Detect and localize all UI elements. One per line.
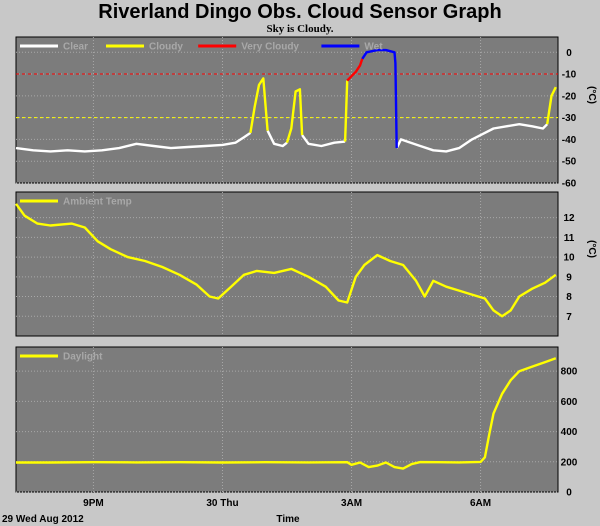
series-line-clear bbox=[266, 130, 288, 148]
series-line-clear bbox=[15, 131, 252, 153]
y-tick-label: 11 bbox=[564, 233, 575, 244]
y-tick-label: 600 bbox=[561, 397, 578, 408]
y-tick-label: 10 bbox=[563, 253, 575, 264]
legend-item: Clear bbox=[20, 42, 88, 53]
y-tick-label: 0 bbox=[566, 48, 572, 59]
x-tick-label: 9PM bbox=[83, 498, 104, 509]
series-line-clear bbox=[301, 134, 346, 148]
chart-panel-1: 0 -10 -20 -30 -40 -50 -60 (°C) Clear Cloudy Very C… bbox=[15, 36, 597, 190]
y-tick-label: -30 bbox=[562, 113, 577, 124]
x-tick-label: 3AM bbox=[341, 498, 362, 509]
legend-label: Wet bbox=[364, 42, 383, 53]
y-tick-label: 200 bbox=[561, 457, 578, 468]
y-tick-label: 8 bbox=[566, 292, 572, 303]
legend-item: Cloudy bbox=[106, 42, 183, 53]
plot-area bbox=[15, 346, 559, 493]
legend-label: Cloudy bbox=[149, 42, 183, 53]
y-tick-label: -40 bbox=[562, 135, 577, 146]
series-line-cloudy bbox=[249, 77, 269, 134]
series-line-daylight bbox=[16, 357, 557, 470]
y-tick-label: 0 bbox=[566, 488, 572, 499]
legend-item: Very Cloudy bbox=[198, 42, 299, 53]
chart-panel-3: 800 600 400 200 0 Daylight bbox=[15, 346, 578, 499]
series-line-very-cloudy bbox=[346, 58, 364, 82]
x-tick-label: 6AM bbox=[470, 498, 491, 509]
plot-area bbox=[15, 191, 559, 337]
legend-item: Ambient Temp bbox=[20, 197, 132, 208]
series-line-wet bbox=[361, 48, 398, 149]
x-axis-label: Time bbox=[276, 514, 300, 525]
y-tick-label: 9 bbox=[566, 272, 572, 283]
y-unit-label: (°C) bbox=[586, 86, 597, 104]
series-line-cloudy bbox=[285, 88, 304, 144]
y-tick-label: 12 bbox=[563, 213, 575, 224]
series-line-cloudy bbox=[546, 86, 557, 125]
sky-status: Sky is Cloudy. bbox=[266, 23, 334, 35]
series-line-cloudy bbox=[343, 80, 349, 142]
series-line-clear bbox=[395, 123, 549, 153]
legend-label: Very Cloudy bbox=[241, 42, 299, 53]
y-tick-label: -10 bbox=[562, 70, 577, 81]
legend-item: Daylight bbox=[20, 352, 103, 363]
plot-area bbox=[15, 36, 559, 184]
y-unit-label: (°C) bbox=[586, 240, 597, 258]
y-tick-label: -50 bbox=[562, 157, 577, 168]
chart-panel-2: 12 11 10 9 8 7 (°C) Ambient Temp bbox=[15, 191, 597, 337]
footer-date: 29 Wed Aug 2012 bbox=[2, 514, 84, 525]
legend-label: Clear bbox=[63, 42, 88, 53]
y-tick-label: -60 bbox=[562, 179, 577, 190]
y-tick-label: 400 bbox=[561, 427, 578, 438]
series-line-ambient-temp bbox=[15, 203, 557, 318]
legend-label: Daylight bbox=[63, 352, 103, 363]
legend-item: Wet bbox=[321, 42, 383, 53]
y-tick-label: 7 bbox=[566, 312, 572, 323]
x-tick-label: 30 Thu bbox=[206, 498, 238, 509]
y-tick-label: -20 bbox=[562, 91, 577, 102]
y-tick-label: 800 bbox=[561, 367, 578, 378]
chart-title: Riverland Dingo Obs. Cloud Sensor Graph bbox=[98, 1, 502, 23]
legend-label: Ambient Temp bbox=[63, 197, 132, 208]
